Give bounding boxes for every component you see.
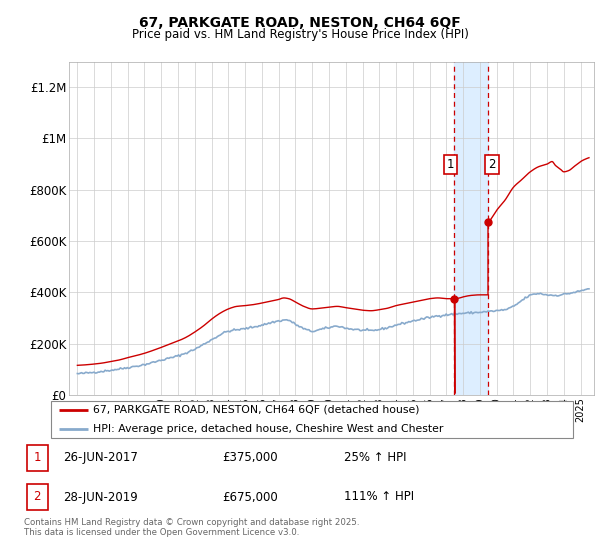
Text: Contains HM Land Registry data © Crown copyright and database right 2025.
This d: Contains HM Land Registry data © Crown c…: [24, 518, 359, 538]
Text: £675,000: £675,000: [223, 491, 278, 503]
Text: 25% ↑ HPI: 25% ↑ HPI: [344, 451, 407, 464]
Text: 2: 2: [488, 157, 496, 171]
Bar: [454, 62, 488, 395]
Text: 111% ↑ HPI: 111% ↑ HPI: [344, 491, 414, 503]
Text: 1: 1: [446, 157, 454, 171]
Text: £375,000: £375,000: [223, 451, 278, 464]
FancyBboxPatch shape: [27, 445, 48, 471]
Text: 28-JUN-2019: 28-JUN-2019: [62, 491, 137, 503]
Text: HPI: Average price, detached house, Cheshire West and Chester: HPI: Average price, detached house, Ches…: [93, 424, 443, 434]
Text: 26-JUN-2017: 26-JUN-2017: [62, 451, 137, 464]
Text: 1: 1: [34, 451, 41, 464]
FancyBboxPatch shape: [27, 484, 48, 510]
Text: Price paid vs. HM Land Registry's House Price Index (HPI): Price paid vs. HM Land Registry's House …: [131, 28, 469, 41]
Text: 67, PARKGATE ROAD, NESTON, CH64 6QF (detached house): 67, PARKGATE ROAD, NESTON, CH64 6QF (det…: [93, 405, 419, 415]
Text: 2: 2: [34, 491, 41, 503]
Text: 67, PARKGATE ROAD, NESTON, CH64 6QF: 67, PARKGATE ROAD, NESTON, CH64 6QF: [139, 16, 461, 30]
FancyBboxPatch shape: [50, 402, 574, 437]
